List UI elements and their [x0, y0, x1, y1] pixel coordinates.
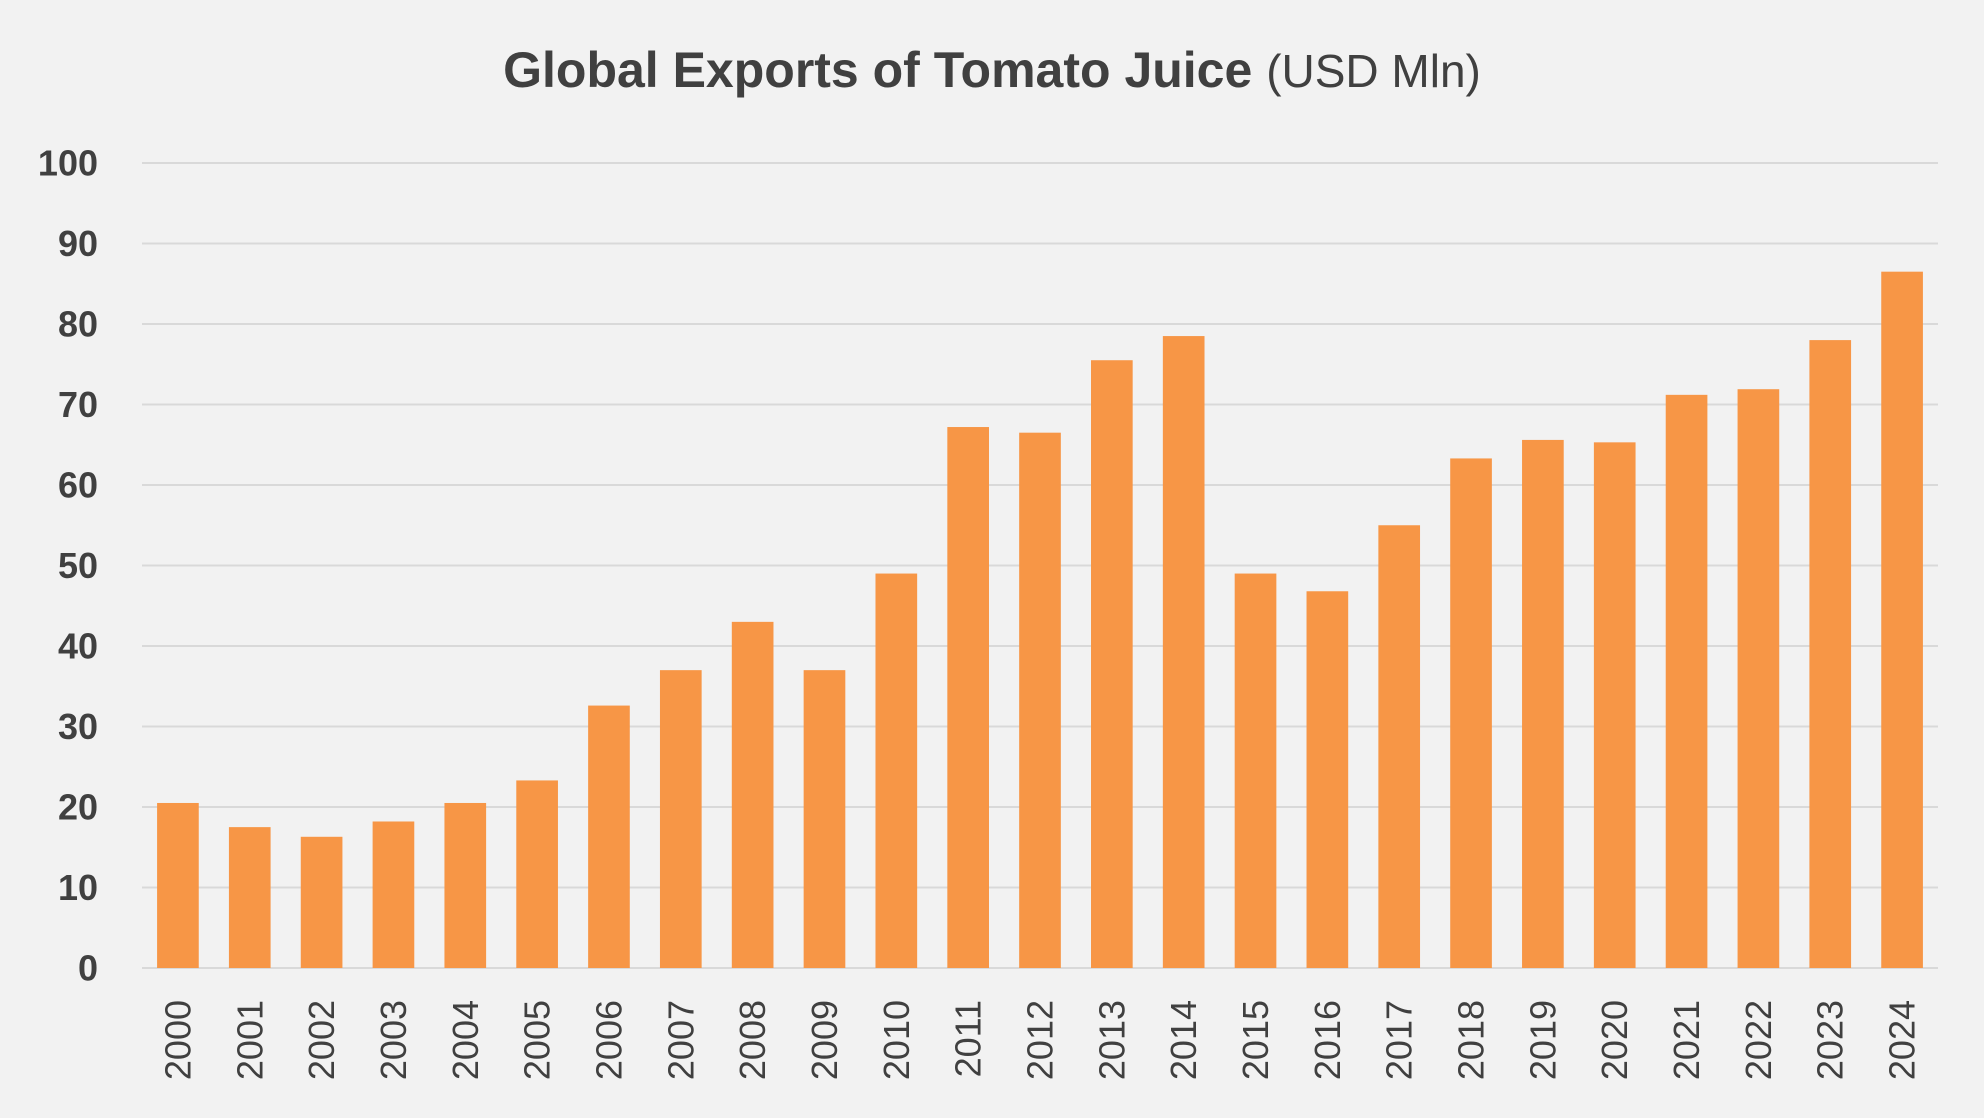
chart-title: Global Exports of Tomato Juice (USD Mln) [0, 38, 1984, 103]
y-tick-label-30: 30 [58, 706, 98, 747]
x-tick-label-2022: 2022 [1738, 1000, 1779, 1080]
bar-2001 [228, 827, 271, 968]
bar-2021 [1665, 394, 1708, 969]
bar-2018 [1450, 458, 1492, 968]
bar-2006 [588, 705, 630, 968]
bar-2020 [1593, 442, 1636, 969]
bar-2012 [1019, 432, 1061, 968]
y-axis: 0 10 20 30 40 50 60 70 80 90 100 [38, 143, 98, 989]
x-tick-label-2023: 2023 [1810, 1000, 1851, 1080]
bar-2007 [659, 670, 702, 968]
x-tick-label-2012: 2012 [1020, 1000, 1061, 1080]
x-tick-label-2020: 2020 [1594, 1000, 1635, 1080]
x-tick-label-2005: 2005 [517, 1000, 558, 1080]
x-tick-label-2006: 2006 [588, 1000, 629, 1080]
bar-2014 [1162, 336, 1205, 968]
x-tick-label-2002: 2002 [301, 1000, 342, 1080]
x-tick-label-2014: 2014 [1163, 1000, 1204, 1080]
bar-2000 [157, 802, 199, 968]
bar-2010 [875, 573, 918, 968]
y-tick-label-70: 70 [58, 384, 98, 425]
chart-title-main: Global Exports of Tomato Juice [503, 42, 1253, 98]
bar-2022 [1737, 389, 1780, 969]
x-axis: 2000 2001 2002 2003 2004 2005 2006 2007 2008 2009… [157, 1000, 1922, 1080]
y-tick-label-10: 10 [58, 867, 98, 908]
x-tick-label-2018: 2018 [1451, 1000, 1492, 1080]
x-tick-label-2009: 2009 [804, 1000, 845, 1080]
bar-2002 [300, 836, 343, 968]
bar-2009 [803, 670, 846, 968]
y-tick-label-60: 60 [58, 465, 98, 506]
bar-2008 [731, 621, 774, 968]
x-tick-label-2007: 2007 [660, 1000, 701, 1080]
bar-2015 [1234, 573, 1277, 968]
x-tick-label-2017: 2017 [1379, 1000, 1420, 1080]
x-tick-label-2004: 2004 [445, 1000, 486, 1080]
bar-2004 [444, 802, 487, 968]
bar-2003 [372, 821, 415, 968]
x-tick-label-2021: 2021 [1666, 1000, 1707, 1080]
x-tick-label-2019: 2019 [1522, 1000, 1563, 1080]
y-tick-label-20: 20 [58, 787, 98, 828]
bar-2019 [1522, 439, 1564, 968]
x-tick-label-2008: 2008 [732, 1000, 773, 1080]
bar-2005 [516, 780, 558, 968]
x-tick-label-2001: 2001 [229, 1000, 270, 1080]
y-tick-label-0: 0 [78, 948, 98, 989]
x-tick-label-2024: 2024 [1882, 1000, 1923, 1080]
y-tick-label-90: 90 [58, 223, 98, 264]
x-tick-label-2000: 2000 [157, 1000, 198, 1080]
y-tick-label-50: 50 [58, 545, 98, 586]
x-tick-label-2015: 2015 [1235, 1000, 1276, 1080]
y-tick-label-100: 100 [38, 143, 98, 184]
y-tick-label-80: 80 [58, 304, 98, 345]
chart-title-unit: (USD Mln) [1266, 45, 1481, 97]
x-tick-label-2011: 2011 [948, 1000, 989, 1077]
bar-2024 [1881, 271, 1923, 968]
x-tick-label-2016: 2016 [1307, 1000, 1348, 1080]
bar-2016 [1306, 591, 1349, 968]
bars [157, 271, 1923, 969]
bar-2013 [1091, 360, 1133, 969]
x-tick-label-2013: 2013 [1091, 1000, 1132, 1080]
x-tick-label-2003: 2003 [373, 1000, 414, 1080]
bar-2017 [1378, 525, 1421, 968]
y-tick-label-40: 40 [58, 626, 98, 667]
x-tick-label-2010: 2010 [876, 1000, 917, 1080]
bar-2011 [947, 427, 989, 968]
bar-2023 [1809, 340, 1852, 969]
